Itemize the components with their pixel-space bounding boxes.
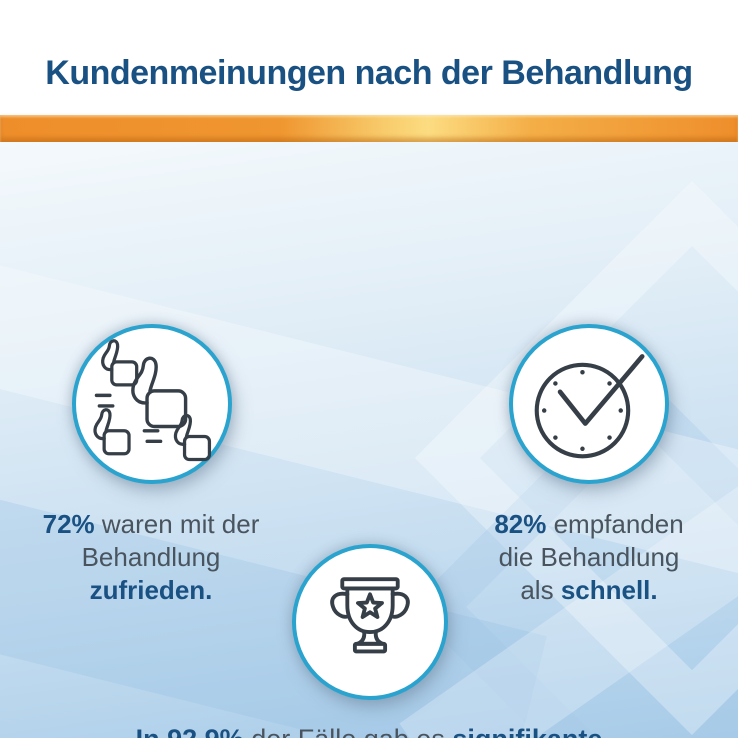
- content-area: 72% waren mit der Behandlung zufrieden. …: [0, 142, 738, 738]
- efficacy-percentage: In 92,9%: [136, 724, 244, 738]
- header: Kundenmeinungen nach der Behandlung: [0, 0, 738, 115]
- satisfaction-percentage: 72%: [42, 509, 95, 539]
- satisfaction-circle: [72, 324, 232, 484]
- satisfaction-stat-text: 72% waren mit der Behandlung zufrieden.: [42, 509, 260, 605]
- orange-ribbon-divider: [0, 115, 738, 142]
- speed-stat-text: 82% empfanden die Behandlung als schnell…: [494, 509, 684, 605]
- speed-percentage: 82%: [494, 509, 547, 539]
- efficacy-circle: [292, 544, 448, 700]
- page-title: Kundenmeinungen nach der Behandlung: [45, 54, 693, 92]
- thumbs-up-group-icon: [85, 337, 219, 471]
- clock-check-icon: [519, 334, 659, 474]
- speed-circle: [509, 324, 669, 484]
- trophy-icon: [307, 559, 433, 685]
- efficacy-stat-text: In 92,9% der Fälle gab es signifikante V…: [49, 723, 689, 738]
